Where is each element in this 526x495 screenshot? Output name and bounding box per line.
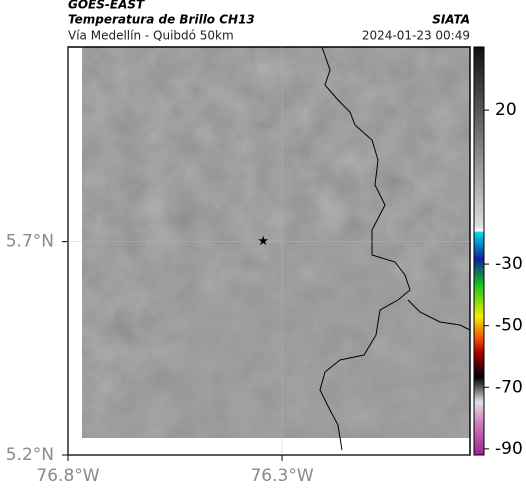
colorbar-tick-label: -90 <box>495 439 523 459</box>
colorbar-tick-label: -30 <box>495 254 523 274</box>
axis-ticks: 5.7°N 5.2°N76.8°W 76.3°W ★ <box>6 47 470 486</box>
border-line <box>319 46 411 451</box>
colorbar-ticks: 20 -30 -50 -70 -90 <box>484 100 523 459</box>
lat-tick-label: 5.2°N <box>6 445 54 465</box>
lat-tick-label: 5.7°N <box>6 232 54 252</box>
timestamp: 2024-01-23 00:49 <box>362 29 470 43</box>
lon-tick-label: 76.8°W <box>36 466 99 486</box>
colorbar-tick-label: -70 <box>495 377 523 397</box>
agency-label: SIATA <box>432 13 470 27</box>
raster-texture <box>82 47 470 438</box>
colorbar-tick-label: -50 <box>495 316 523 336</box>
map-area <box>67 46 471 456</box>
colorbar-tick-label: 20 <box>495 100 517 120</box>
region-label: Vía Medellín - Quibdó 50km <box>68 29 234 43</box>
border-line <box>407 299 471 331</box>
raster-bright <box>82 220 470 438</box>
colorbar <box>473 46 485 456</box>
lon-tick-label: 76.3°W <box>250 466 313 486</box>
location-marker: ★ <box>257 234 269 249</box>
product-title: Temperatura de Brillo CH13 <box>68 13 255 27</box>
source-title: GOES-EAST <box>68 0 145 12</box>
